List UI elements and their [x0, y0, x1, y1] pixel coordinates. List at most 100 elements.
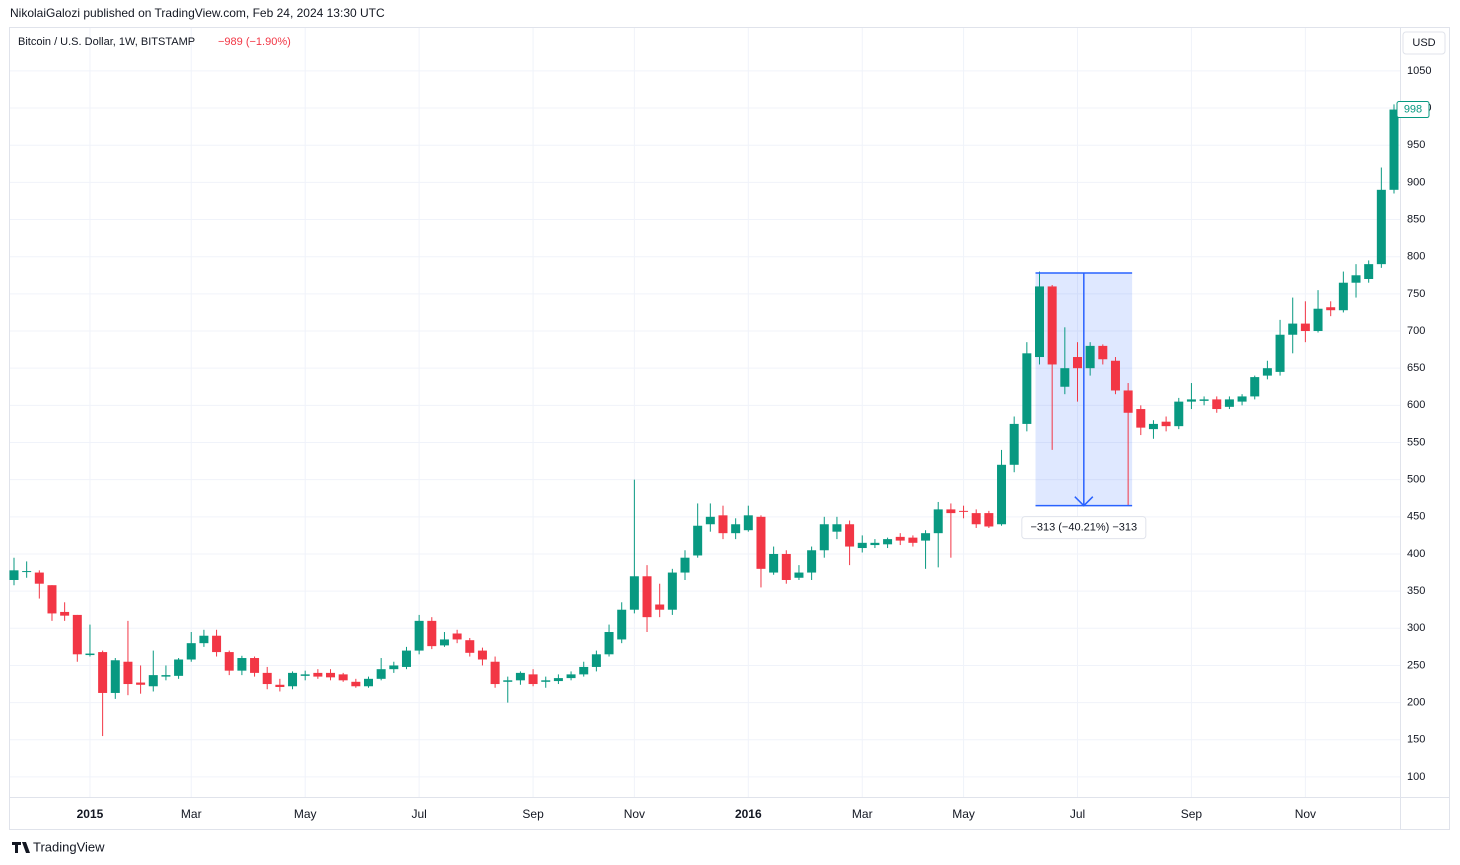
candle-body [85, 653, 95, 656]
candle-body [946, 509, 956, 514]
candle-body [845, 524, 855, 547]
x-tick-label: Mar [852, 807, 873, 821]
candle-body [807, 550, 817, 573]
candle-body [1351, 275, 1361, 283]
candle-body [212, 635, 222, 653]
candle-body [997, 464, 1007, 525]
candle-body [857, 542, 867, 549]
candle-body [262, 672, 272, 685]
y-tick-label: 950 [1407, 139, 1425, 151]
candle-body [705, 516, 715, 525]
candle-body [34, 572, 44, 584]
logo [12, 842, 30, 853]
candle-body [1376, 189, 1386, 265]
y-tick-label: 850 [1407, 213, 1425, 225]
candle-body [515, 672, 525, 681]
x-tick-label: Jul [411, 807, 426, 821]
y-tick-label: 650 [1407, 362, 1425, 374]
candle-body [313, 672, 323, 677]
y-tick-label: 200 [1407, 697, 1425, 709]
y-tick-label: 550 [1407, 436, 1425, 448]
candle-body [503, 680, 513, 682]
candle-body [237, 658, 247, 671]
candle-body [250, 658, 260, 673]
candle-body [1098, 345, 1108, 360]
candle-body [642, 576, 652, 618]
candle-body [680, 557, 690, 573]
chart-title: Bitcoin / U.S. Dollar, 1W, BITSTAMP [18, 36, 195, 48]
candle-body [98, 652, 108, 693]
candle-body [933, 509, 943, 534]
candle-body [9, 570, 19, 580]
candle-body [338, 674, 348, 681]
currency-button[interactable] [1402, 31, 1446, 55]
currency[interactable]: USD [1412, 37, 1435, 49]
candle-body [161, 675, 171, 677]
candle-body [1313, 308, 1323, 332]
y-tick-label: 150 [1407, 734, 1425, 746]
candle-body [1035, 286, 1045, 358]
candle-body [1148, 423, 1158, 430]
candle-body [832, 524, 842, 532]
candle-body [427, 620, 437, 647]
candle-body [591, 654, 601, 667]
y-tick-label: 1050 [1407, 65, 1431, 77]
y-tick-label: 500 [1407, 474, 1425, 486]
x-tick-label: Sep [1181, 807, 1203, 821]
plot: −313 (−40.21%) −313 998 [9, 101, 1430, 737]
x-tick-label: May [952, 807, 975, 821]
candle-body [199, 635, 209, 644]
candle-body [984, 513, 994, 527]
candle-body [1224, 399, 1234, 407]
y-tick-label: 700 [1407, 325, 1425, 337]
candle-body [60, 611, 70, 616]
candle-body [439, 639, 449, 646]
candle-body [174, 659, 184, 676]
byline: NikolaiGalozi published on TradingView.c… [10, 6, 385, 20]
candle-body [224, 652, 234, 671]
x-tick-label: Sep [522, 807, 544, 821]
candle-body [300, 674, 310, 676]
candle-body [1136, 409, 1146, 428]
y-tick-label: 100 [1407, 771, 1425, 783]
candle-body [1161, 421, 1171, 427]
candle-body [1288, 323, 1298, 335]
candle-body [1338, 282, 1348, 311]
candle-body [579, 666, 589, 675]
candle-body [351, 681, 361, 687]
y-tick-label: 250 [1407, 659, 1425, 671]
candle-body [47, 585, 57, 614]
candle-body [693, 525, 703, 556]
candle-body [22, 571, 32, 573]
frame [9, 27, 1450, 830]
candle-body [186, 643, 196, 660]
x-tick-label: Nov [624, 807, 645, 821]
candle-body [136, 682, 146, 685]
candle-body [921, 533, 931, 541]
y-tick-label: 350 [1407, 585, 1425, 597]
candle-body [794, 572, 804, 578]
x-tick-label: May [294, 807, 317, 821]
y-tick-label: 600 [1407, 399, 1425, 411]
candle-body [731, 524, 741, 534]
y-tick-label: 450 [1407, 511, 1425, 523]
candle-body [1022, 353, 1032, 424]
candle-body [1110, 360, 1120, 391]
x-tick-label: Mar [181, 807, 202, 821]
candle-body [1262, 368, 1272, 376]
candle-body [1199, 399, 1209, 401]
x-tick-label: 2015 [77, 807, 104, 821]
candle-body [655, 604, 665, 610]
candle-body [769, 553, 779, 573]
candle-body [275, 684, 285, 688]
candle-body [1364, 264, 1374, 279]
candle-body [490, 661, 500, 685]
candle-body [123, 661, 133, 685]
measure-label: −313 (−40.21%) −313 [1030, 522, 1137, 534]
x-tick-label: 2016 [735, 807, 762, 821]
candle-body [288, 672, 298, 687]
candle-body [376, 669, 386, 679]
candle-body [1009, 423, 1019, 465]
y-tick-label: 800 [1407, 251, 1425, 263]
candle-body [414, 620, 424, 651]
